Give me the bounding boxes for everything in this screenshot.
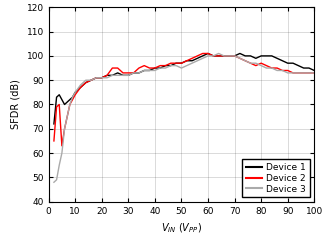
Device 1: [227, 54, 231, 57]
Device 2: [211, 54, 215, 57]
Device 3: [195, 59, 199, 62]
Y-axis label: SFDR (dB): SFDR (dB): [11, 79, 21, 130]
Line: Device 3: Device 3: [54, 53, 314, 182]
Device 3: [137, 71, 141, 74]
Device 2: [142, 64, 146, 67]
Device 3: [217, 52, 221, 55]
Device 1: [206, 52, 210, 55]
Device 2: [84, 81, 88, 84]
Device 1: [312, 69, 316, 72]
Device 1: [137, 71, 141, 74]
Device 1: [195, 57, 199, 60]
Device 1: [52, 122, 56, 125]
Device 2: [312, 71, 316, 74]
X-axis label: $V_{IN}$ $(V_{PP})$: $V_{IN}$ $(V_{PP})$: [161, 221, 202, 235]
Device 3: [201, 57, 205, 60]
Device 3: [185, 64, 189, 67]
Line: Device 1: Device 1: [54, 53, 314, 124]
Device 2: [206, 52, 210, 55]
Device 2: [52, 139, 56, 142]
Legend: Device 1, Device 2, Device 3: Device 1, Device 2, Device 3: [242, 159, 310, 197]
Device 2: [201, 52, 205, 55]
Device 1: [78, 86, 82, 89]
Device 1: [185, 59, 189, 62]
Device 1: [201, 54, 205, 57]
Line: Device 2: Device 2: [54, 53, 314, 146]
Device 3: [78, 84, 82, 87]
Device 3: [312, 71, 316, 74]
Device 2: [60, 144, 64, 147]
Device 3: [52, 181, 56, 184]
Device 2: [233, 54, 237, 57]
Device 2: [190, 57, 194, 60]
Device 3: [227, 54, 231, 57]
